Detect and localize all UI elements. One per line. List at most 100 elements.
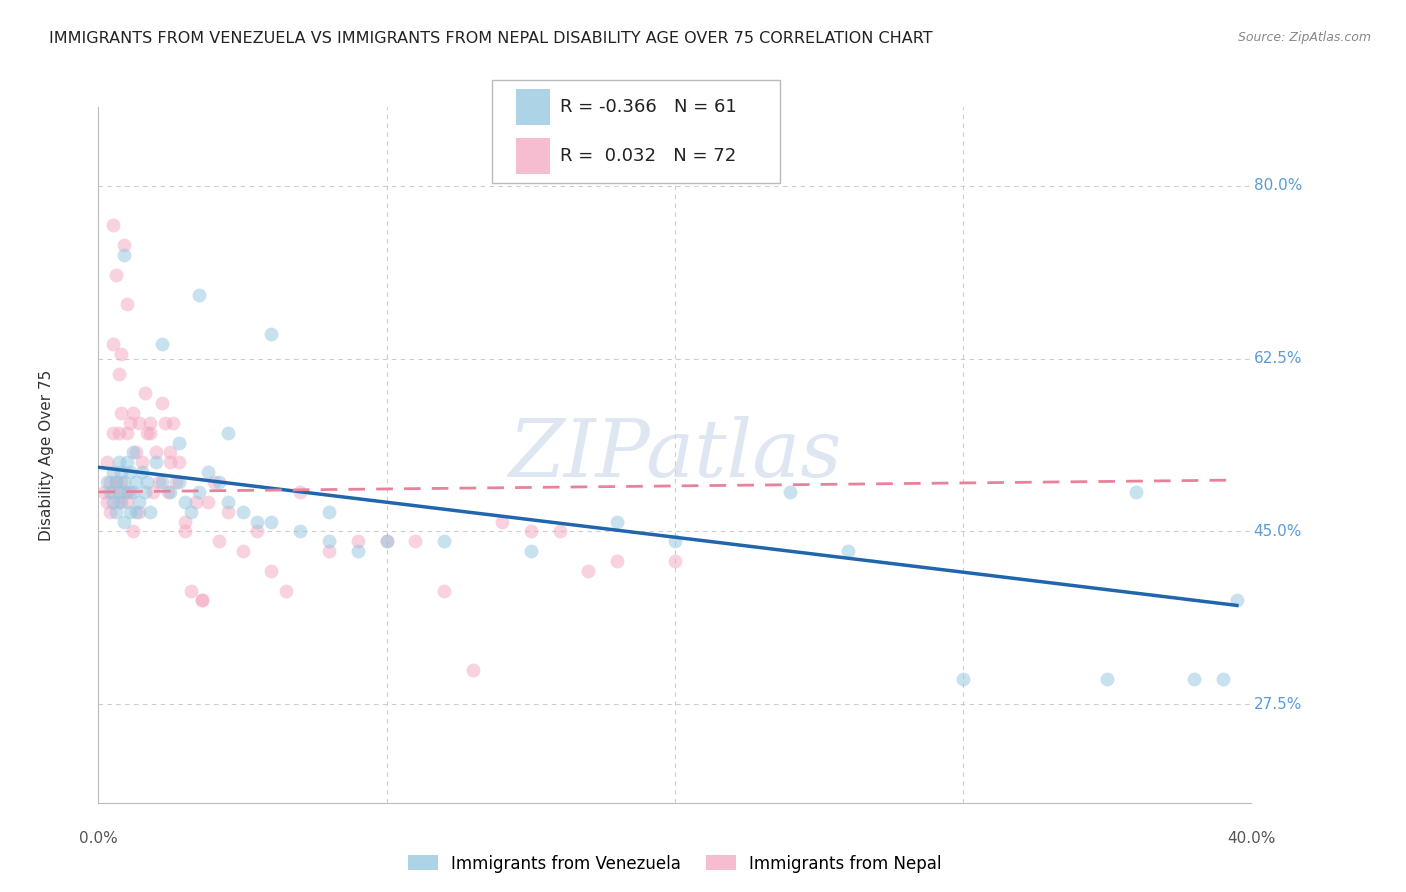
Point xyxy=(110,495,132,509)
Point xyxy=(578,564,600,578)
Point xyxy=(120,484,142,499)
Point xyxy=(779,484,801,499)
Point xyxy=(375,534,398,549)
Point xyxy=(217,425,239,440)
Point xyxy=(120,505,142,519)
Point xyxy=(188,484,211,499)
Point xyxy=(145,445,167,459)
Point xyxy=(260,326,283,341)
Point xyxy=(107,367,129,381)
Point xyxy=(136,475,159,489)
Text: 45.0%: 45.0% xyxy=(1254,524,1302,539)
Point xyxy=(98,484,121,499)
Point xyxy=(167,455,190,469)
Point xyxy=(159,455,181,469)
Point xyxy=(180,505,202,519)
Point xyxy=(174,515,197,529)
Point xyxy=(98,505,121,519)
Point xyxy=(112,515,135,529)
Point xyxy=(101,425,124,440)
Point xyxy=(520,544,543,558)
Point xyxy=(197,465,219,479)
Point xyxy=(188,287,211,301)
Point xyxy=(139,416,162,430)
Point xyxy=(104,268,127,282)
Point xyxy=(107,484,129,499)
Point xyxy=(260,564,283,578)
Point xyxy=(1226,593,1249,607)
Point xyxy=(120,465,142,479)
Point xyxy=(290,524,312,539)
Text: Disability Age Over 75: Disability Age Over 75 xyxy=(39,369,53,541)
Point xyxy=(208,475,231,489)
Text: 27.5%: 27.5% xyxy=(1254,697,1302,712)
Point xyxy=(231,505,254,519)
Point xyxy=(664,554,686,568)
Point xyxy=(104,475,127,489)
Text: ZIPatlas: ZIPatlas xyxy=(508,417,842,493)
Point xyxy=(1125,484,1147,499)
Point xyxy=(548,524,571,539)
Point xyxy=(290,484,312,499)
Point xyxy=(104,475,127,489)
Point xyxy=(318,544,340,558)
Point xyxy=(162,416,184,430)
Point xyxy=(101,337,124,351)
Point xyxy=(606,554,628,568)
Text: 40.0%: 40.0% xyxy=(1227,830,1275,846)
Point xyxy=(246,515,269,529)
Point xyxy=(191,593,214,607)
Point xyxy=(231,544,254,558)
Point xyxy=(117,484,138,499)
Point xyxy=(139,505,162,519)
Point xyxy=(664,534,686,549)
Point xyxy=(122,406,145,420)
Point xyxy=(174,524,197,539)
Point xyxy=(122,524,145,539)
Text: IMMIGRANTS FROM VENEZUELA VS IMMIGRANTS FROM NEPAL DISABILITY AGE OVER 75 CORREL: IMMIGRANTS FROM VENEZUELA VS IMMIGRANTS … xyxy=(49,31,932,46)
Point xyxy=(125,445,148,459)
Text: R =  0.032   N = 72: R = 0.032 N = 72 xyxy=(560,147,735,165)
Point xyxy=(150,396,173,410)
Point xyxy=(117,425,138,440)
Point xyxy=(274,583,297,598)
Point xyxy=(260,515,283,529)
Point xyxy=(112,248,135,262)
Point xyxy=(117,297,138,311)
Point xyxy=(156,484,179,499)
Point xyxy=(1097,673,1119,687)
Point xyxy=(1212,673,1234,687)
Point xyxy=(153,416,176,430)
Point xyxy=(128,416,150,430)
Point xyxy=(96,455,118,469)
Point xyxy=(520,524,543,539)
Point xyxy=(110,465,132,479)
Point xyxy=(128,505,150,519)
Point xyxy=(110,347,132,361)
Point xyxy=(134,484,156,499)
Point xyxy=(405,534,427,549)
Point xyxy=(142,484,165,499)
Point xyxy=(112,484,135,499)
Point xyxy=(101,465,124,479)
Legend: Immigrants from Venezuela, Immigrants from Nepal: Immigrants from Venezuela, Immigrants fr… xyxy=(401,848,949,880)
Point xyxy=(131,465,153,479)
Point xyxy=(107,425,129,440)
Point xyxy=(246,524,269,539)
Point xyxy=(197,495,219,509)
Point xyxy=(148,475,170,489)
Point xyxy=(159,484,181,499)
Text: 62.5%: 62.5% xyxy=(1254,351,1302,367)
Point xyxy=(131,455,153,469)
Point xyxy=(101,484,124,499)
Point xyxy=(346,534,368,549)
Point xyxy=(117,495,138,509)
Point xyxy=(93,484,115,499)
Text: 80.0%: 80.0% xyxy=(1254,178,1302,194)
Point xyxy=(837,544,859,558)
Text: R = -0.366   N = 61: R = -0.366 N = 61 xyxy=(560,98,737,116)
Point xyxy=(110,475,132,489)
Point xyxy=(174,495,197,509)
Point xyxy=(375,534,398,549)
Point xyxy=(122,445,145,459)
